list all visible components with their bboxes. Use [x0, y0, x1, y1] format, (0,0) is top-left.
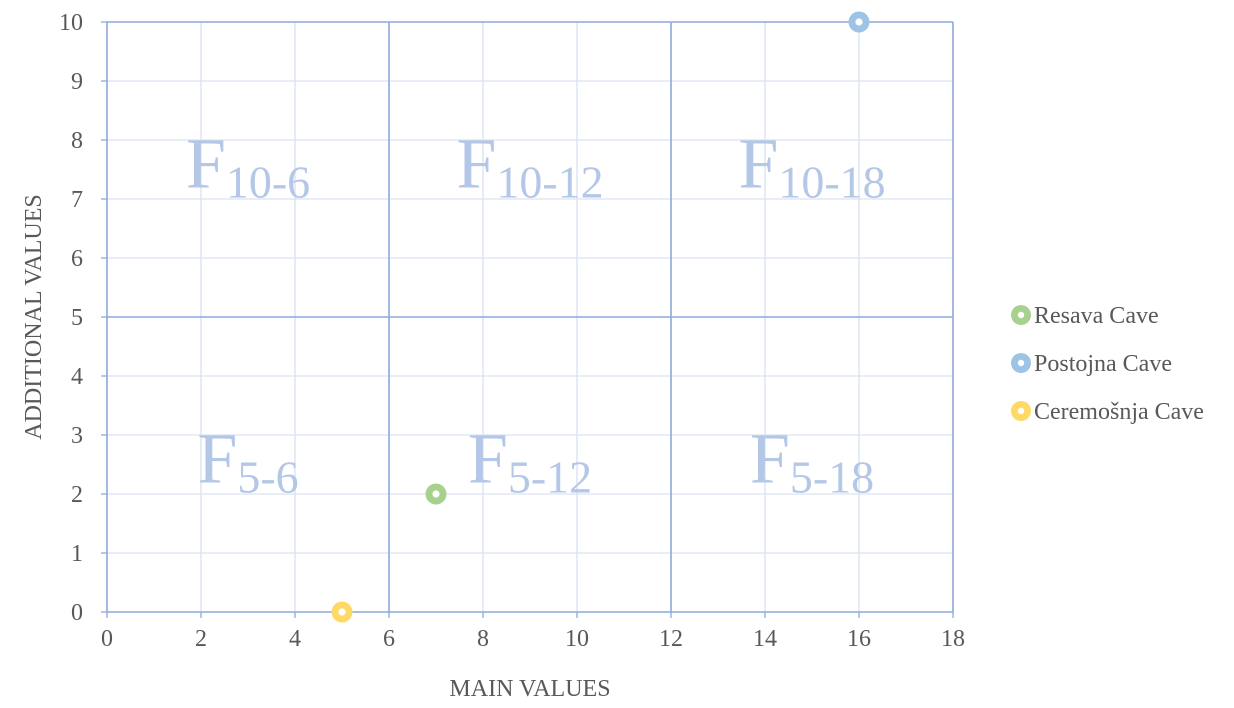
y-tick-label: 2 [71, 482, 83, 508]
x-tick-label: 14 [753, 626, 777, 652]
zone-label: F5-12 [468, 419, 592, 503]
zone-label: F10-18 [738, 124, 885, 208]
y-tick-label: 3 [71, 423, 83, 449]
y-tick-label: 7 [71, 187, 83, 213]
x-tick-label: 16 [847, 626, 871, 652]
legend-marker-center [1017, 359, 1025, 367]
x-tick-label: 18 [941, 626, 965, 652]
legend-label: Ceremošnja Cave [1034, 399, 1204, 425]
data-point-center [338, 608, 346, 616]
zone-label-base: F [456, 124, 496, 204]
x-tick-label: 4 [289, 626, 301, 652]
zone-label-subscript: 5-18 [790, 452, 874, 503]
data-point-center [855, 18, 863, 26]
y-tick-label: 9 [71, 69, 83, 95]
legend: Resava Cave Postojna Cave Ceremošnja Cave [1011, 303, 1204, 425]
zone-label: F10-12 [456, 124, 603, 208]
zone-label-base: F [738, 124, 778, 204]
legend-label: Postojna Cave [1034, 351, 1172, 377]
legend-marker-center [1017, 407, 1025, 415]
zone-label: F10-6 [186, 124, 310, 208]
zone-label-subscript: 5-6 [237, 452, 298, 503]
zone-label-base: F [186, 124, 226, 204]
y-tick-label: 10 [59, 10, 83, 36]
x-tick-label: 6 [383, 626, 395, 652]
zone-label: F5-18 [750, 419, 874, 503]
y-tick-label: 5 [71, 305, 83, 331]
y-tick-label: 4 [71, 364, 83, 390]
y-tick-label: 8 [71, 128, 83, 154]
x-tick-label: 12 [659, 626, 683, 652]
x-tick-label: 10 [565, 626, 589, 652]
plot-frame [101, 21, 954, 618]
zone-label-base: F [468, 419, 508, 499]
zone-label-subscript: 10-12 [496, 157, 603, 208]
legend-marker-center [1017, 311, 1025, 319]
zone-label-subscript: 10-18 [778, 157, 885, 208]
zone-label-subscript: 10-6 [226, 157, 310, 208]
y-axis-title: ADDITIONAL VALUES [21, 194, 47, 440]
y-tick-label: 1 [71, 541, 83, 567]
zone-label-base: F [197, 419, 237, 499]
legend-label: Resava Cave [1034, 303, 1159, 329]
data-points [331, 11, 870, 623]
x-tick-label: 2 [195, 626, 207, 652]
y-tick-label: 6 [71, 246, 83, 272]
zone-dividers [107, 22, 953, 612]
x-tick-label: 0 [101, 626, 113, 652]
data-point-center [432, 490, 440, 498]
zone-label-subscript: 5-12 [508, 452, 592, 503]
x-axis-title: MAIN VALUES [449, 676, 610, 702]
x-tick-label: 8 [477, 626, 489, 652]
y-tick-label: 0 [71, 600, 83, 626]
zone-label-base: F [750, 419, 790, 499]
zone-label: F5-6 [197, 419, 298, 503]
